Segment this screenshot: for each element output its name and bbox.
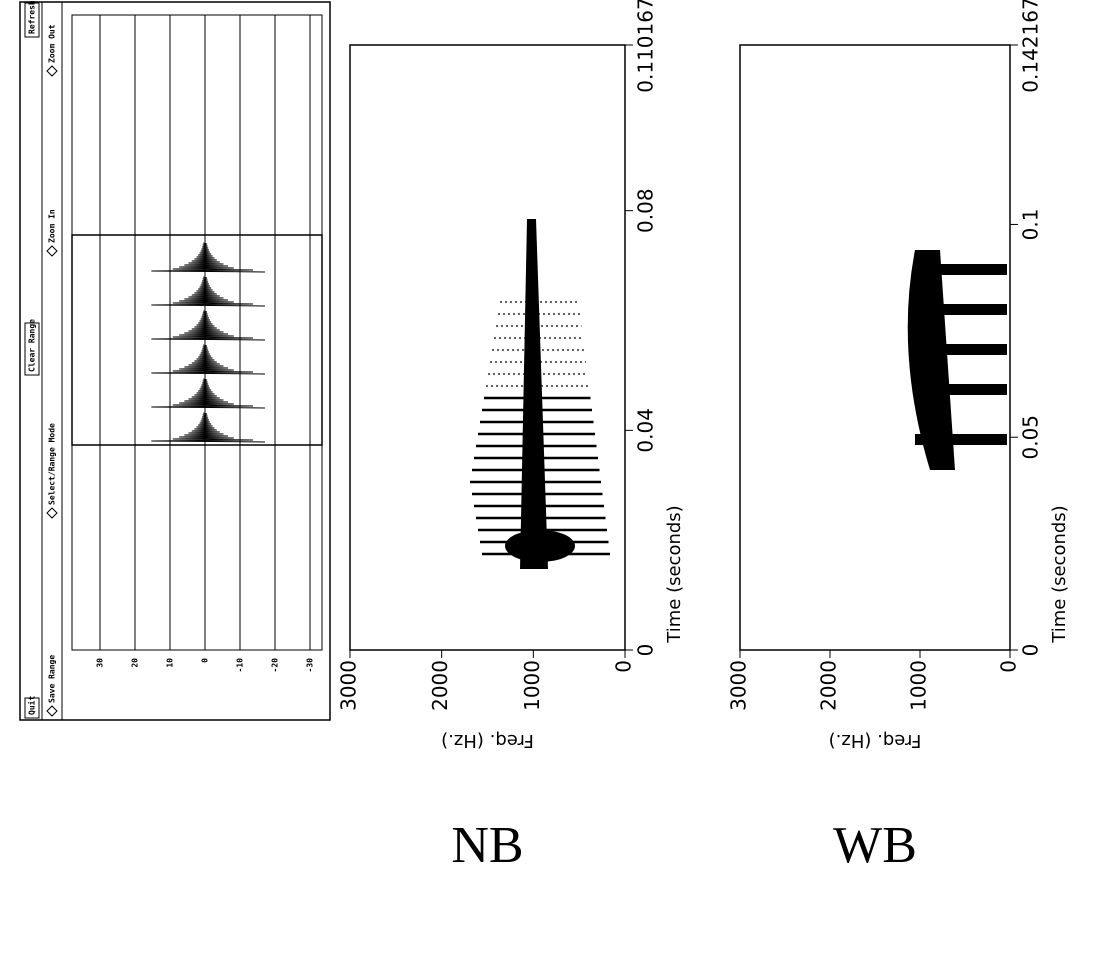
x-tick-label: 0.04 bbox=[634, 408, 658, 453]
x-tick-label: 0.08 bbox=[634, 188, 658, 233]
button-label[interactable]: Refresh bbox=[28, 0, 37, 34]
formant-bar bbox=[915, 384, 1007, 395]
panel-label: NB bbox=[451, 817, 523, 874]
y-tick-label: -30 bbox=[306, 658, 315, 673]
y-tick-label: 30 bbox=[96, 658, 105, 668]
onset-blob bbox=[505, 530, 575, 562]
formant-bar bbox=[915, 434, 1007, 445]
button[interactable] bbox=[24, 322, 40, 376]
ui-window bbox=[19, 1, 331, 721]
energy-band bbox=[520, 219, 548, 569]
x-tick-label: 0.110167 bbox=[634, 0, 658, 93]
x-tick-label: 0.1 bbox=[1019, 209, 1043, 241]
x-tick-label: 0 bbox=[634, 644, 658, 657]
spectrogram-plot bbox=[739, 44, 1011, 651]
formant-bar bbox=[915, 304, 1007, 315]
y-tick-label: 20 bbox=[131, 658, 140, 668]
y-tick-label: 1000 bbox=[520, 660, 544, 711]
y-axis-label: Freq. (Hz.) bbox=[829, 730, 922, 751]
mode-label[interactable]: Save Range bbox=[48, 655, 57, 703]
waveform-burst bbox=[151, 378, 266, 409]
y-tick-label: 2000 bbox=[428, 660, 452, 711]
waveform-burst bbox=[151, 412, 266, 443]
waveform-burst bbox=[151, 310, 266, 341]
radio-diamond[interactable] bbox=[46, 245, 58, 257]
mode-label[interactable]: Zoom In bbox=[48, 209, 57, 243]
y-tick-label: 3000 bbox=[727, 660, 751, 711]
x-tick-label: 0 bbox=[1019, 644, 1043, 657]
button-label[interactable]: Quit bbox=[27, 696, 37, 715]
y-tick-label: 0 bbox=[612, 660, 636, 673]
x-tick-label: 0.142167 bbox=[1019, 0, 1043, 93]
mode-label[interactable]: Zoom Out bbox=[48, 24, 57, 63]
button[interactable] bbox=[24, 2, 40, 38]
y-tick-label: 3000 bbox=[337, 660, 361, 711]
mode-label[interactable]: Select/Range Mode bbox=[48, 423, 57, 505]
y-tick-label: -10 bbox=[236, 658, 245, 673]
button-label[interactable]: Clear Range bbox=[28, 319, 37, 372]
y-tick-label: -20 bbox=[271, 658, 280, 673]
radio-diamond[interactable] bbox=[46, 65, 58, 77]
y-tick-label: 0 bbox=[201, 658, 210, 663]
y-axis-label: Freq. (Hz.) bbox=[441, 730, 534, 751]
radio-diamond[interactable] bbox=[46, 507, 58, 519]
x-axis-label: Time (seconds) bbox=[664, 505, 685, 643]
x-axis-label: Time (seconds) bbox=[1049, 505, 1070, 643]
y-tick-label: 10 bbox=[166, 658, 175, 668]
formant-bar bbox=[915, 264, 1007, 275]
waveform-burst bbox=[151, 344, 266, 375]
panel-label: WB bbox=[833, 817, 917, 874]
formant-bar bbox=[915, 344, 1007, 355]
radio-diamond[interactable] bbox=[46, 705, 58, 717]
y-tick-label: 2000 bbox=[817, 660, 841, 711]
waveform-burst bbox=[151, 276, 266, 307]
waveform-burst bbox=[151, 242, 266, 273]
spectrogram-plot bbox=[349, 44, 626, 651]
y-tick-label: 1000 bbox=[907, 660, 931, 711]
rotated-content: Quit Clear Range Refresh Save Range Select/R… bbox=[19, 0, 1070, 874]
y-tick-label: 0 bbox=[997, 660, 1021, 673]
button[interactable] bbox=[24, 697, 40, 719]
x-tick-label: 0.05 bbox=[1019, 415, 1043, 460]
selected-range bbox=[71, 234, 323, 446]
